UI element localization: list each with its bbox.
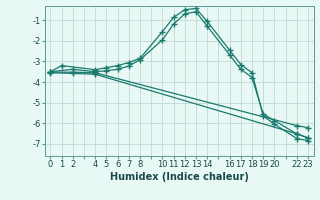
X-axis label: Humidex (Indice chaleur): Humidex (Indice chaleur) — [110, 172, 249, 182]
